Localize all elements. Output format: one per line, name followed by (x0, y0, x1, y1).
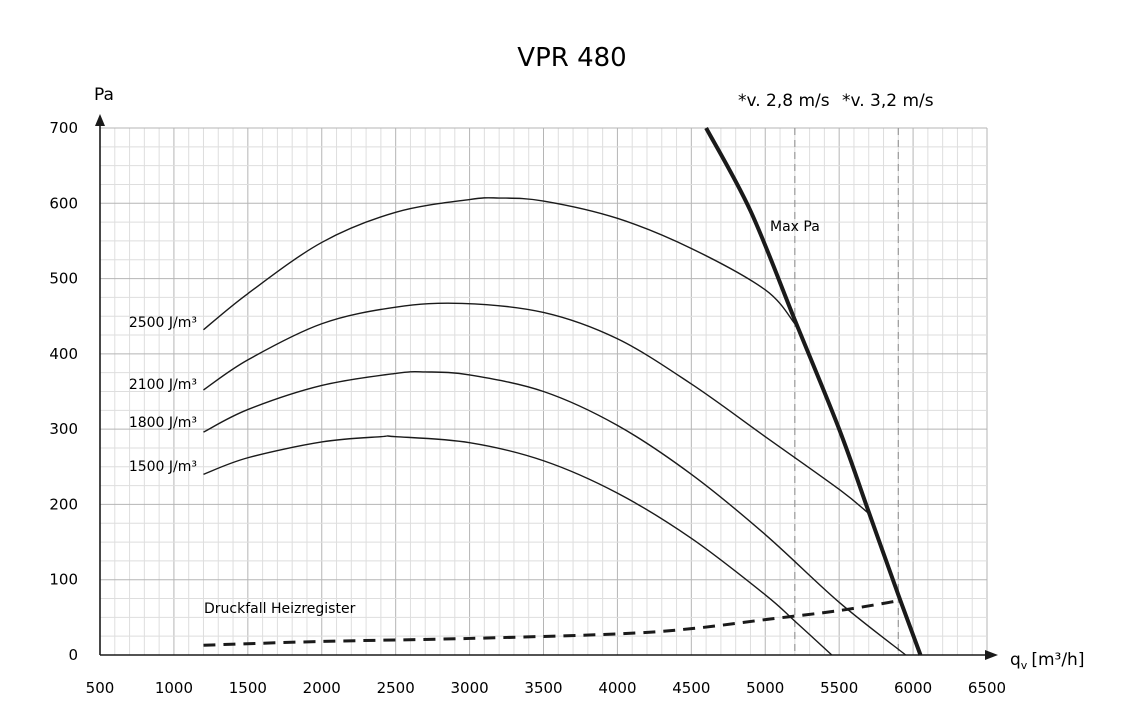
chart-title: VPR 480 (517, 43, 626, 73)
series-line-druckfall-heizregister (203, 599, 899, 647)
x-axis-arrow (985, 650, 998, 660)
x-tick-label: 1500 (229, 679, 267, 697)
y-tick-label: 100 (49, 571, 78, 589)
y-tick-label: 200 (49, 495, 78, 513)
series-line-max-pa (704, 127, 923, 656)
y-tick-label: 400 (49, 345, 78, 363)
x-axis-label: qv [m³/h] (1010, 650, 1084, 672)
x-tick-label: 6500 (968, 679, 1006, 697)
y-axis-label: Pa (94, 85, 114, 105)
x-tick-label: 3500 (524, 679, 562, 697)
y-axis-arrow (95, 114, 105, 126)
series-label-1800: 1800 J/m³ (129, 415, 197, 431)
series-line-2100-j-m (203, 302, 870, 515)
y-tick-label: 300 (49, 420, 78, 438)
tick-labels: 2500 J/m³ 2100 J/m³ 1800 J/m³ 1500 J/m³ Max … (49, 119, 1006, 697)
x-tick-label: 3000 (450, 679, 488, 697)
ref-line-label-28: *v. 2,8 m/s (738, 91, 830, 111)
axes (95, 114, 998, 660)
y-tick-label: 700 (49, 119, 78, 137)
x-tick-label: 4500 (672, 679, 710, 697)
x-axis-label-sub: v (1021, 659, 1028, 672)
y-tick-label: 500 (49, 270, 78, 288)
x-axis-label-main: q (1010, 650, 1021, 670)
y-tick-label: 0 (68, 646, 78, 664)
x-axis-label-unit: [m³/h] (1031, 650, 1084, 670)
series-line-1800-j-m (203, 370, 907, 656)
x-tick-label: 1000 (155, 679, 193, 697)
series-label-druckfall: Druckfall Heizregister (204, 601, 356, 617)
x-tick-label: 2000 (303, 679, 341, 697)
y-tick-label: 600 (49, 194, 78, 212)
x-tick-label: 5000 (746, 679, 784, 697)
series-line-1500-j-m (203, 435, 833, 656)
x-tick-label: 4000 (598, 679, 636, 697)
reference-lines (794, 128, 899, 655)
series-label-2500: 2500 J/m³ (129, 315, 197, 331)
series-label-max-pa: Max Pa (770, 219, 820, 235)
x-tick-label: 2500 (377, 679, 415, 697)
series-group (203, 127, 923, 656)
x-tick-label: 500 (86, 679, 115, 697)
grid-lines (99, 127, 988, 656)
x-tick-label: 6000 (894, 679, 932, 697)
series-line-2500-j-m (203, 197, 796, 331)
ref-line-label-32: *v. 3,2 m/s (842, 91, 934, 111)
series-label-1500: 1500 J/m³ (129, 459, 197, 475)
x-tick-label: 5500 (820, 679, 858, 697)
series-label-2100: 2100 J/m³ (129, 377, 197, 393)
